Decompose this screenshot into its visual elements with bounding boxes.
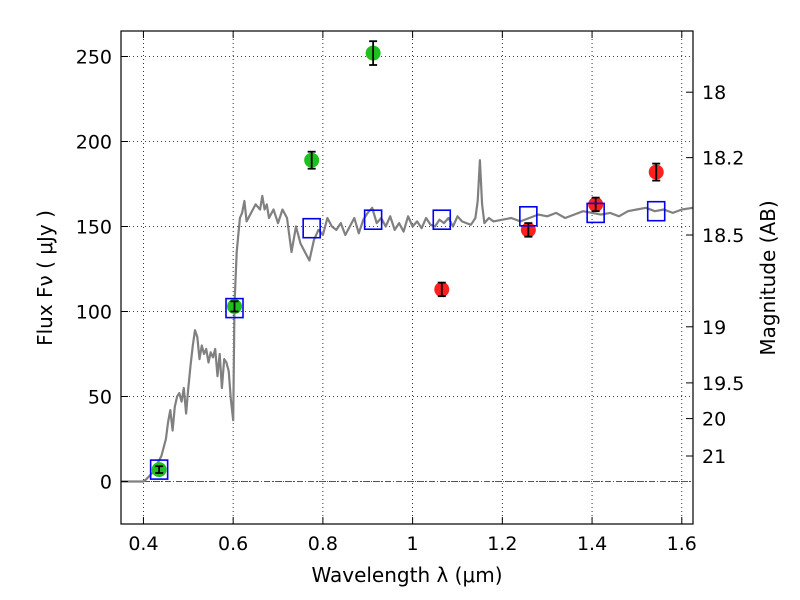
- x-tick-label: 0.4: [128, 533, 158, 555]
- plot-frame: [120, 30, 694, 525]
- model-square-marker: [432, 209, 452, 230]
- tick-labels: 0.4 0.6 0.8 1 1.2 1.4 1.6 0 50 100 150 200 250 18 18.2…: [76, 47, 745, 556]
- magnitude-tick-label: 19.5: [702, 373, 744, 395]
- x-tick-label: 0.8: [308, 533, 338, 555]
- magnitude-tick-label: 18.5: [702, 225, 744, 247]
- model-square-marker: [646, 200, 666, 222]
- y-axis-title: Flux Fν ( μJy ): [33, 210, 57, 346]
- model-spectrum: [121, 159, 694, 483]
- y-tick-label: 250: [76, 47, 112, 69]
- magnitude-tick-label: 21: [702, 446, 726, 468]
- y-tick-label: 0: [100, 472, 112, 494]
- model-square-marker: [586, 202, 605, 224]
- magnitude-tick-label: 19: [702, 317, 726, 339]
- x-axis-title: Wavelength λ (μm): [311, 563, 502, 587]
- y-tick-label: 150: [76, 217, 112, 239]
- model-square-marker: [149, 459, 169, 480]
- x-tick-label: 1.2: [487, 533, 517, 555]
- y-tick-label: 200: [76, 132, 112, 154]
- data-points: [149, 40, 666, 480]
- y-tick-label: 50: [88, 387, 112, 409]
- model-square-marker: [225, 297, 244, 319]
- y-tick-label: 100: [76, 302, 112, 324]
- model-square-marker: [363, 209, 383, 230]
- x-tick-label: 1: [407, 533, 419, 555]
- spectrum-line: [121, 159, 694, 483]
- tick-marks: [121, 31, 693, 524]
- x-tick-label: 0.6: [218, 533, 248, 555]
- magnitude-tick-label: 18: [702, 82, 726, 104]
- right-axis-title: Magnitude (AB): [756, 200, 780, 355]
- magnitude-tick-label: 20: [702, 409, 726, 431]
- x-tick-label: 1.6: [667, 533, 697, 555]
- x-tick-label: 1.4: [577, 533, 607, 555]
- model-square-marker: [519, 206, 538, 227]
- model-square-marker: [302, 217, 321, 239]
- magnitude-tick-label: 18.2: [702, 148, 744, 170]
